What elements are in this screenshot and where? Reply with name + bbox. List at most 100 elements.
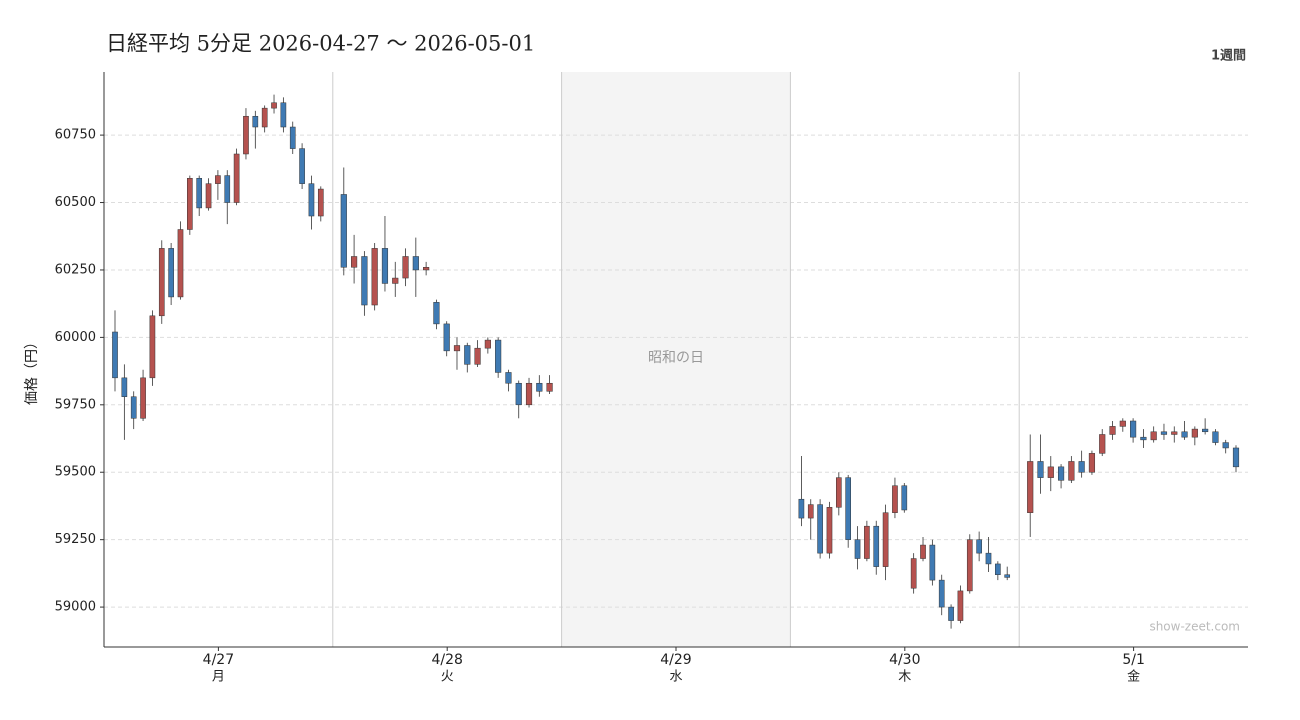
y-tick-label: 60250: [55, 262, 96, 277]
candle-body: [995, 563, 1001, 575]
candle-body: [371, 248, 378, 306]
candle-body: [948, 606, 954, 621]
candle-body: [1181, 431, 1188, 438]
candle-body: [1119, 420, 1126, 427]
candle-body: [289, 126, 296, 149]
candle-body: [1171, 431, 1178, 435]
y-tick-label: 59250: [55, 532, 96, 547]
candle-body: [412, 256, 419, 271]
candle-body: [243, 115, 249, 155]
candle-body: [966, 539, 973, 592]
candle-body: [299, 148, 305, 184]
candle-body: [910, 558, 917, 589]
candle-body: [957, 590, 964, 621]
candle-body: [826, 507, 833, 554]
candle-body: [1109, 426, 1116, 435]
candle-body: [205, 183, 212, 209]
candle-body: [233, 153, 240, 203]
candle-body: [1057, 466, 1065, 481]
period-label: 1週間: [1211, 49, 1246, 64]
candle-body: [402, 256, 409, 279]
y-tick-label: 59000: [55, 600, 96, 615]
candle-body: [505, 372, 512, 384]
candle-body: [1140, 436, 1147, 441]
weekday-label: 火: [441, 670, 454, 685]
x-tick-label: 4/27: [203, 652, 234, 668]
candle-body: [1232, 447, 1240, 468]
x-tick-label: 4/29: [660, 652, 691, 668]
watermark: show-zeet.com: [1149, 620, 1240, 634]
holiday-band: [561, 72, 791, 647]
candle-body: [798, 498, 805, 519]
candle-body: [317, 188, 324, 217]
weekday-label: 金: [1127, 669, 1140, 685]
candle-body: [1047, 466, 1054, 478]
candle-body: [361, 256, 368, 306]
candle-body: [187, 178, 193, 230]
candle-body: [1130, 420, 1137, 438]
candle-body: [1222, 442, 1229, 449]
candle-body: [495, 339, 502, 373]
candle-body: [423, 267, 430, 271]
x-tick-label: 4/28: [431, 652, 462, 668]
candle-body: [845, 477, 851, 540]
x-tick-label: 5/1: [1122, 652, 1145, 668]
candle-body: [892, 485, 898, 513]
weekday-label: 木: [898, 670, 911, 685]
candle-body: [985, 552, 992, 565]
y-axis-label: 価格（円）: [24, 335, 40, 405]
candle-body: [835, 477, 842, 508]
y-tick-label: 59750: [55, 397, 96, 412]
holiday-label: 昭和の日: [648, 350, 704, 366]
chart-title: 日経平均 5分足 2026-04-27 〜 2026-05-01: [106, 32, 535, 56]
candle-body: [1202, 428, 1209, 433]
candle-body: [271, 102, 277, 109]
candle-body: [1150, 431, 1157, 441]
candle-body: [901, 485, 908, 511]
candle-body: [976, 539, 982, 554]
y-tick-label: 60000: [55, 330, 96, 345]
candle-body: [873, 525, 880, 567]
candle-body: [807, 504, 814, 519]
y-tick-label: 60750: [55, 128, 96, 143]
x-tick-label: 4/30: [889, 652, 920, 668]
candle-body: [515, 382, 522, 406]
candle-body: [392, 277, 399, 284]
weekday-label: 水: [669, 670, 682, 685]
candle-body: [177, 229, 184, 298]
candle-body: [882, 512, 889, 567]
candle-body: [121, 377, 128, 397]
candle-body: [864, 525, 870, 559]
candle-body: [340, 194, 347, 268]
candle-body: [224, 175, 231, 203]
candle-body: [158, 248, 165, 317]
candle-body: [381, 248, 389, 284]
candle-body: [215, 175, 221, 184]
candle-body: [1099, 434, 1106, 454]
candle-body: [464, 345, 471, 365]
candle-body: [149, 315, 156, 379]
candle-body: [536, 382, 543, 392]
candle-body: [1027, 461, 1034, 513]
candle-body: [130, 396, 137, 419]
candle-body: [1088, 453, 1096, 473]
candle-body: [525, 382, 533, 406]
candle-body: [196, 178, 203, 209]
candle-body: [1004, 574, 1011, 578]
candle-body: [168, 248, 174, 298]
candle-body: [280, 102, 287, 128]
candle-body: [474, 347, 481, 365]
candle-body: [1078, 461, 1085, 473]
candle-body: [453, 345, 461, 352]
candle-body: [443, 323, 450, 352]
candle-body: [484, 339, 491, 349]
candle-body: [112, 331, 118, 379]
candle-body: [817, 504, 823, 554]
candle-body: [252, 115, 259, 128]
candle-body: [929, 544, 936, 581]
candle-body: [433, 302, 440, 325]
weekday-label: 月: [212, 670, 225, 685]
candle-body: [261, 107, 268, 128]
candle-body: [938, 579, 945, 608]
